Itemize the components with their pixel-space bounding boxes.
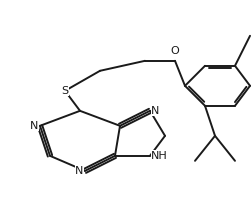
Text: N: N xyxy=(30,121,39,131)
Text: S: S xyxy=(61,86,69,96)
Text: N: N xyxy=(75,166,84,176)
Text: N: N xyxy=(151,106,160,116)
Text: O: O xyxy=(171,46,179,56)
Text: NH: NH xyxy=(151,151,168,161)
